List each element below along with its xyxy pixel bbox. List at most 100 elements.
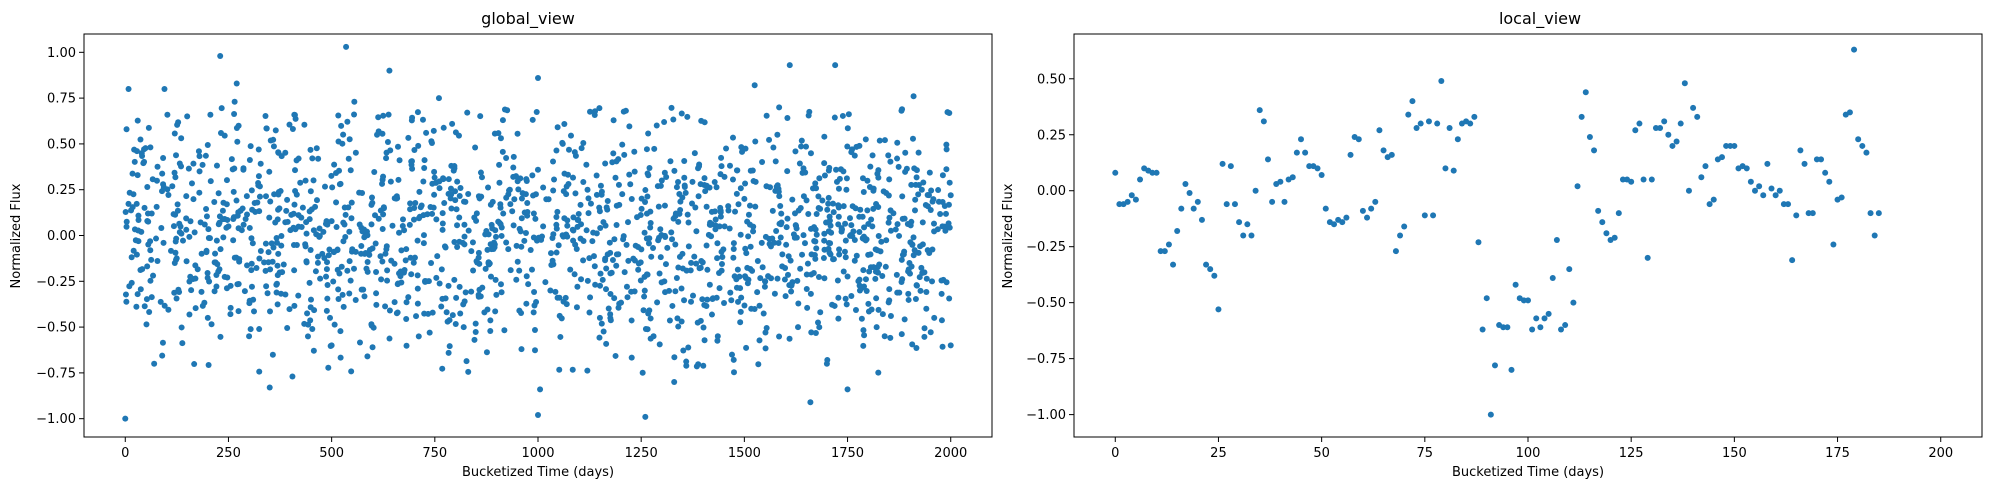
data-point <box>257 247 264 254</box>
data-point <box>894 221 901 228</box>
data-point <box>1553 236 1560 243</box>
data-point <box>503 155 510 162</box>
data-point <box>774 131 781 138</box>
data-point <box>330 249 337 256</box>
data-point <box>523 273 530 280</box>
data-point <box>134 172 141 179</box>
data-point <box>473 210 480 217</box>
data-point <box>144 183 151 190</box>
data-point <box>893 271 900 278</box>
data-point <box>1669 142 1676 149</box>
data-point <box>380 173 387 180</box>
data-point <box>335 286 342 293</box>
data-point <box>1137 176 1144 183</box>
data-point <box>580 139 587 146</box>
data-point <box>599 276 606 283</box>
data-point <box>213 283 220 290</box>
data-point <box>249 240 256 247</box>
data-point <box>662 289 669 296</box>
data-point <box>762 233 769 240</box>
data-point <box>550 231 557 238</box>
data-point <box>610 150 617 157</box>
data-point <box>619 141 626 148</box>
data-point <box>1124 198 1131 205</box>
data-point <box>518 310 525 317</box>
data-point <box>199 161 206 168</box>
data-point <box>230 237 237 244</box>
data-point <box>716 270 723 277</box>
data-point <box>449 120 456 127</box>
data-point <box>266 168 273 175</box>
data-point <box>898 107 905 114</box>
data-point <box>436 280 443 287</box>
data-point <box>266 214 273 221</box>
data-point <box>244 211 251 218</box>
data-point <box>879 273 886 280</box>
data-point <box>1599 219 1606 226</box>
data-point <box>550 158 557 165</box>
data-point <box>487 317 494 324</box>
data-point <box>407 254 414 261</box>
data-point <box>773 227 780 234</box>
data-point <box>929 278 936 285</box>
data-point <box>290 224 297 231</box>
data-point <box>415 333 422 340</box>
data-point <box>368 201 375 208</box>
data-point <box>247 326 254 333</box>
data-point <box>143 321 150 328</box>
data-point <box>1797 147 1804 154</box>
data-point <box>656 270 663 277</box>
data-point <box>304 333 311 340</box>
data-point <box>161 302 168 309</box>
data-point <box>1640 176 1647 183</box>
data-point <box>1615 210 1622 217</box>
data-point <box>1851 46 1858 53</box>
data-point <box>244 262 251 269</box>
data-point <box>1248 232 1255 239</box>
data-point <box>504 107 511 114</box>
data-point <box>461 221 468 228</box>
data-point <box>909 341 916 348</box>
data-point <box>1855 136 1862 143</box>
data-point <box>602 222 609 229</box>
data-point <box>555 242 562 249</box>
data-point <box>816 324 823 331</box>
plot-frame <box>1073 33 1983 438</box>
data-point <box>905 266 912 273</box>
data-point <box>1223 201 1230 208</box>
data-point <box>553 221 560 228</box>
data-point <box>445 282 452 289</box>
data-point <box>726 162 733 169</box>
data-point <box>403 342 410 349</box>
data-point <box>1153 169 1160 176</box>
data-point <box>572 190 579 197</box>
data-point <box>744 264 751 271</box>
data-point <box>403 316 410 323</box>
data-point <box>730 254 737 261</box>
data-point <box>310 177 317 184</box>
data-point <box>705 231 712 238</box>
data-point <box>170 223 177 230</box>
data-point <box>641 287 648 294</box>
data-point <box>472 320 479 327</box>
data-point <box>524 208 531 215</box>
data-point <box>622 107 629 114</box>
data-point <box>671 379 678 386</box>
data-point <box>306 279 313 286</box>
data-point <box>359 228 366 235</box>
data-point <box>894 155 901 162</box>
data-point <box>904 221 911 228</box>
data-point <box>128 207 135 214</box>
data-point <box>1483 295 1490 302</box>
data-point <box>641 293 648 300</box>
data-point <box>748 305 755 312</box>
data-point <box>482 265 489 272</box>
data-point <box>642 413 649 420</box>
data-point <box>734 266 741 273</box>
data-point <box>565 180 572 187</box>
data-point <box>234 138 241 145</box>
data-point <box>532 347 538 354</box>
data-point <box>815 193 822 200</box>
data-point <box>815 274 822 281</box>
data-point <box>858 315 865 322</box>
